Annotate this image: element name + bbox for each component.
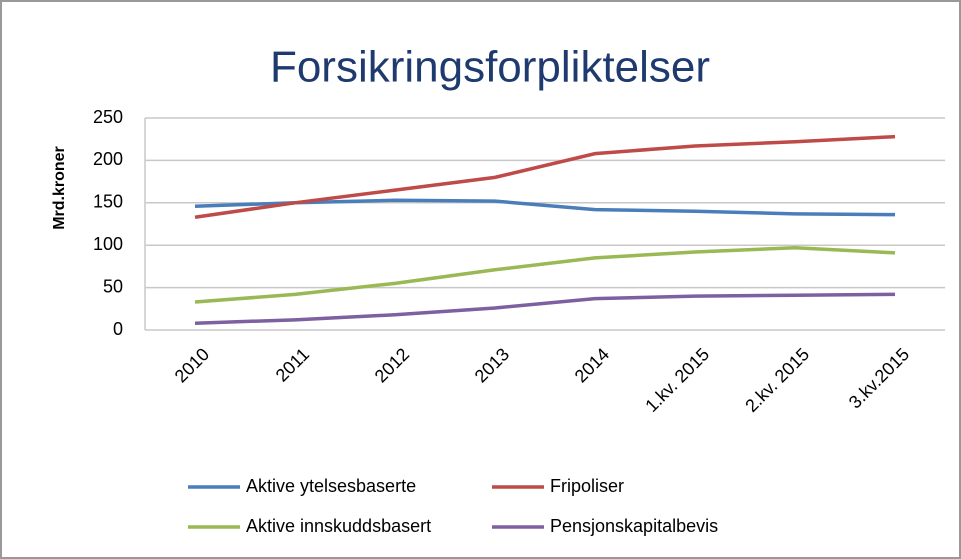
y-tick-label: 150 <box>93 192 123 212</box>
y-tick-label: 0 <box>113 319 123 339</box>
legend-label: Fripoliser <box>550 476 624 496</box>
y-tick-label: 200 <box>93 149 123 169</box>
legend-label: Aktive ytelsesbaserte <box>246 476 416 496</box>
legend-label: Pensjonskapitalbevis <box>550 516 718 536</box>
line-series <box>194 134 896 219</box>
line-series <box>194 292 896 325</box>
y-tick-label: 250 <box>93 107 123 127</box>
y-axis-label: Mrd.kroner <box>51 146 68 230</box>
chart-title: Forsikringsforpliktelser <box>270 43 710 92</box>
y-tick-label: 100 <box>93 234 123 254</box>
line-series <box>194 245 896 304</box>
y-tick-label: 50 <box>103 276 123 296</box>
legend-label: Aktive innskuddsbasert <box>246 516 431 536</box>
